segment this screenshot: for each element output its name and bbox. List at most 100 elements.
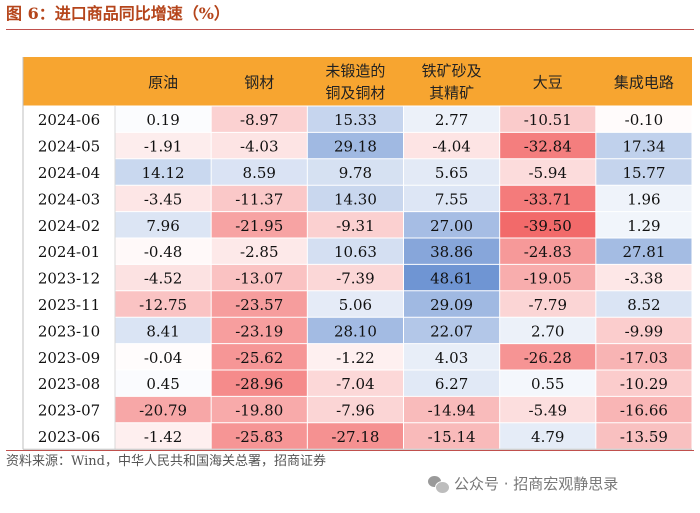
cell-value-label: 8.52	[627, 296, 660, 314]
heat-cell	[307, 106, 404, 133]
date-cell	[23, 422, 115, 450]
heat-cell	[595, 211, 692, 238]
cell-value-label: -25.62	[235, 349, 283, 367]
heat-cell	[499, 343, 596, 370]
date-cell	[23, 396, 115, 423]
cell-value-label: -4.52	[144, 270, 182, 288]
date-cell	[23, 185, 115, 212]
heat-cell	[211, 422, 308, 450]
cell-value-label: 2.70	[531, 322, 564, 340]
cell-value-label: -7.39	[336, 270, 374, 288]
cell-value-label: 15.77	[622, 164, 665, 182]
row-date-label: 2024-01	[38, 243, 100, 261]
cell-value-label: -1.22	[336, 349, 374, 367]
heat-cell	[307, 290, 404, 318]
heat-cell	[115, 158, 212, 186]
heat-cell	[115, 185, 212, 212]
heat-cell	[307, 343, 404, 370]
cell-value-label: -26.28	[524, 349, 572, 367]
heat-cell	[403, 211, 500, 238]
heat-cell	[499, 158, 596, 186]
date-cell	[23, 343, 115, 370]
cell-value-label: -10.51	[524, 111, 572, 129]
heat-cell	[307, 422, 404, 450]
heat-cell	[499, 211, 596, 238]
heat-cell	[595, 317, 692, 344]
heat-cell	[307, 317, 404, 344]
row-date-label: 2023-11	[38, 296, 100, 314]
cell-value-label: 14.30	[334, 190, 377, 208]
date-cell	[23, 370, 115, 397]
bottom-rule	[6, 450, 694, 451]
heat-cell	[307, 238, 404, 265]
heat-cell	[499, 264, 596, 291]
heat-cell	[211, 317, 308, 344]
cell-value-label: -11.37	[235, 190, 283, 208]
cell-value-label: -2.85	[240, 243, 278, 261]
cell-value-label: 10.63	[334, 243, 377, 261]
heat-cell	[595, 264, 692, 291]
cell-value-label: -8.97	[240, 111, 278, 129]
cell-value-label: 8.59	[243, 164, 276, 182]
cell-value-label: 9.78	[339, 164, 372, 182]
heat-cell	[115, 264, 212, 291]
heat-cell	[403, 158, 500, 186]
heat-cell	[595, 185, 692, 212]
heat-cell	[403, 185, 500, 212]
cell-value-label: 27.81	[622, 243, 665, 261]
cell-value-label: -3.38	[625, 270, 663, 288]
cell-value-label: -7.04	[336, 375, 374, 393]
heat-cell	[403, 290, 500, 318]
date-cell	[23, 106, 115, 133]
cell-value-label: -39.50	[524, 217, 572, 235]
cell-value-label: -21.95	[235, 217, 283, 235]
cell-value-label: 29.18	[334, 138, 377, 156]
cell-value-label: -0.04	[144, 349, 182, 367]
heat-cell	[595, 238, 692, 265]
heat-cell	[403, 317, 500, 344]
cell-value-label: -10.29	[620, 375, 668, 393]
heat-cell	[211, 211, 308, 238]
cell-value-label: -4.04	[432, 138, 470, 156]
cell-value-label: 28.10	[334, 322, 377, 340]
row-date-label: 2023-06	[38, 428, 100, 446]
watermark-text: 公众号 · 招商宏观静思录	[454, 475, 619, 493]
date-cell	[23, 238, 115, 265]
figure-title: 图 6：进口商品同比增速（%）	[6, 4, 230, 23]
heat-cell	[499, 238, 596, 265]
heat-cell	[595, 132, 692, 159]
heat-cell	[211, 290, 308, 318]
cell-value-label: 22.07	[430, 322, 473, 340]
row-date-label: 2024-06	[38, 111, 100, 129]
row-date-label: 2024-05	[38, 138, 100, 156]
cell-value-label: -5.49	[529, 402, 567, 420]
row-date-label: 2024-03	[38, 190, 100, 208]
cell-value-label: 4.79	[531, 428, 564, 446]
heat-cell	[307, 370, 404, 397]
cell-value-label: 17.34	[622, 138, 665, 156]
heat-cell	[115, 396, 212, 423]
heat-cell	[403, 132, 500, 159]
row-date-label: 2023-09	[38, 349, 100, 367]
heat-cell	[115, 290, 212, 318]
heat-cell	[499, 370, 596, 397]
heat-cell	[403, 422, 500, 450]
heat-cell	[307, 185, 404, 212]
heat-cell	[115, 422, 212, 450]
title-rule	[6, 29, 694, 30]
heat-cell	[115, 211, 212, 238]
heat-cell	[307, 132, 404, 159]
column-header-line: 未锻造的	[325, 62, 385, 80]
heat-cell	[307, 158, 404, 186]
heat-cell	[403, 343, 500, 370]
heat-cell	[499, 290, 596, 318]
cell-value-label: -33.71	[524, 190, 572, 208]
cell-value-label: -32.84	[524, 138, 572, 156]
heat-cell	[307, 211, 404, 238]
cell-value-label: -19.05	[524, 270, 572, 288]
column-header-line: 其精矿	[429, 84, 474, 102]
heat-cell	[115, 238, 212, 265]
cell-value-label: -1.91	[144, 138, 182, 156]
cell-value-label: -14.94	[428, 402, 476, 420]
